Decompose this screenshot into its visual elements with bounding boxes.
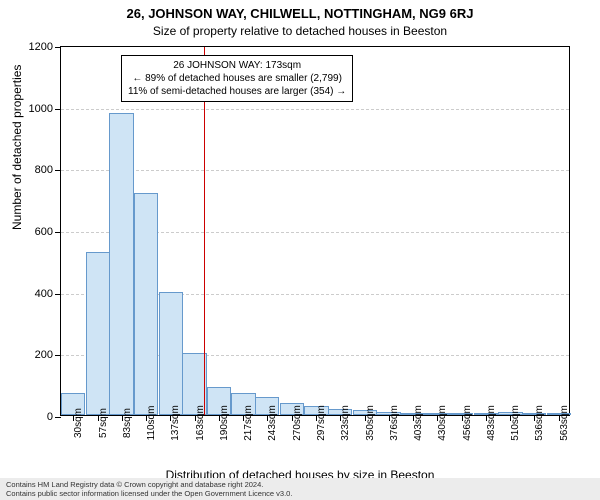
x-tick-label: 270sqm — [292, 405, 303, 441]
histogram-bar — [109, 113, 133, 415]
x-tick-label: 483sqm — [486, 405, 497, 441]
y-tick-label: 800 — [13, 164, 53, 176]
histogram-bar — [134, 193, 158, 415]
x-tick-label: 110sqm — [146, 406, 157, 441]
x-tick-label: 376sqm — [389, 405, 400, 441]
annotation-box: 26 JOHNSON WAY: 173sqm← 89% of detached … — [121, 55, 353, 102]
y-tick-label: 200 — [13, 349, 53, 361]
annotation-line: 11% of semi-detached houses are larger (… — [128, 85, 346, 98]
x-tick-label: 30sqm — [73, 408, 84, 438]
grid-line — [61, 109, 569, 110]
x-tick-label: 243sqm — [267, 405, 278, 441]
x-tick-label: 57sqm — [98, 408, 109, 438]
y-axis-label: Number of detached properties — [10, 65, 24, 230]
y-tick — [55, 232, 61, 233]
x-tick-label: 297sqm — [316, 405, 327, 441]
grid-line — [61, 170, 569, 171]
footnote-line-2: Contains public sector information licen… — [6, 489, 594, 498]
histogram-bar — [159, 292, 183, 415]
x-tick-label: 217sqm — [243, 405, 254, 441]
x-tick-label: 563sqm — [559, 405, 570, 441]
y-tick-label: 400 — [13, 288, 53, 300]
annotation-line: 26 JOHNSON WAY: 173sqm — [128, 59, 346, 72]
x-tick-label: 456sqm — [462, 405, 473, 441]
chart-title-sub: Size of property relative to detached ho… — [0, 21, 600, 38]
footnote-line-1: Contains HM Land Registry data © Crown c… — [6, 480, 594, 489]
y-tick-label: 600 — [13, 226, 53, 238]
y-tick — [55, 170, 61, 171]
footnote: Contains HM Land Registry data © Crown c… — [0, 478, 600, 500]
chart-title-main: 26, JOHNSON WAY, CHILWELL, NOTTINGHAM, N… — [0, 0, 600, 21]
y-tick-label: 0 — [13, 411, 53, 423]
x-tick-label: 510sqm — [510, 405, 521, 441]
y-tick-label: 1000 — [13, 103, 53, 115]
x-tick-label: 323sqm — [340, 405, 351, 441]
x-tick-label: 137sqm — [170, 405, 181, 441]
y-tick — [55, 109, 61, 110]
y-tick — [55, 355, 61, 356]
x-tick-label: 403sqm — [413, 405, 424, 441]
y-tick-label: 1200 — [13, 41, 53, 53]
chart-plot-area: 02004006008001000120030sqm57sqm83sqm110s… — [60, 46, 570, 416]
y-tick — [55, 47, 61, 48]
x-tick-label: 350sqm — [365, 405, 376, 441]
histogram-bar — [86, 252, 110, 415]
x-tick-label: 83sqm — [122, 408, 133, 438]
y-tick — [55, 294, 61, 295]
reference-line — [204, 47, 205, 415]
y-tick — [55, 417, 61, 418]
annotation-line: ← 89% of detached houses are smaller (2,… — [128, 72, 346, 85]
x-tick-label: 430sqm — [437, 405, 448, 441]
x-tick-label: 190sqm — [219, 405, 230, 441]
x-tick-label: 536sqm — [534, 405, 545, 441]
